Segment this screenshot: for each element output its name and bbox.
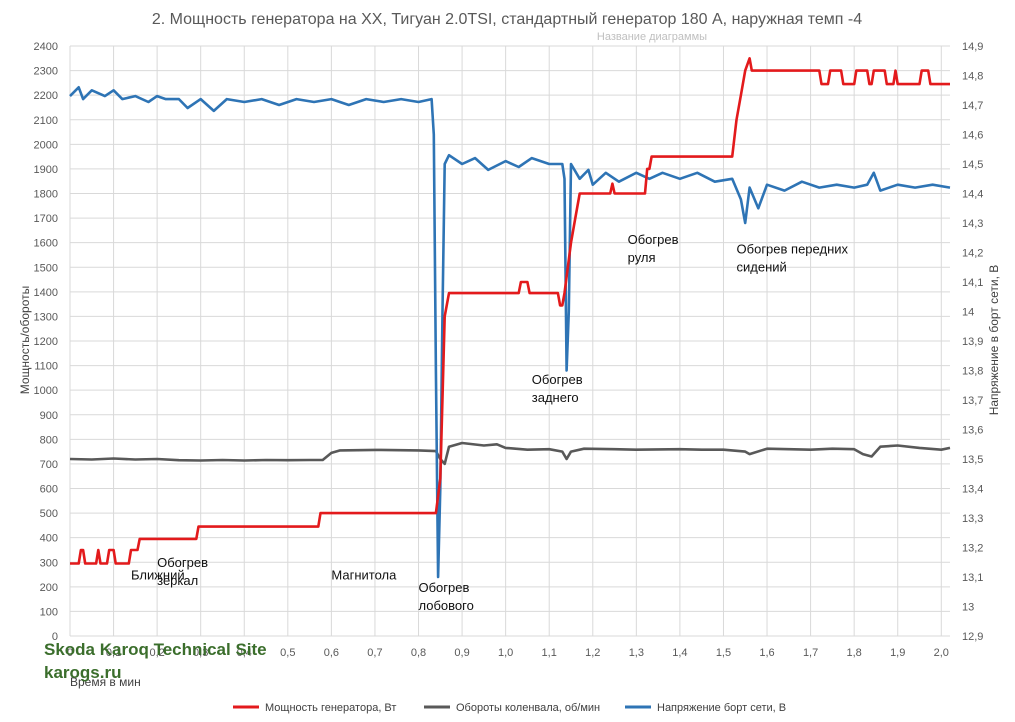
x-tick-label: 1,4 (672, 647, 687, 659)
y2-tick-label: 14,2 (962, 248, 983, 260)
x-tick-label: 0 (67, 647, 73, 659)
y-tick-label: 1300 (34, 311, 58, 323)
y2-tick-label: 14,6 (962, 130, 983, 142)
y2-tick-label: 13 (962, 602, 974, 614)
y-tick-label: 500 (40, 508, 58, 520)
y-tick-label: 1500 (34, 262, 58, 274)
x-tick-label: 0,7 (367, 647, 382, 659)
annotation-1: Обогрев зеркал (157, 555, 208, 588)
y2-tick-label: 14,7 (962, 100, 983, 112)
legend-label-1: Обороты коленвала, об/мин (456, 702, 600, 714)
chart-title: 2. Мощность генератора на ХХ, Тигуан 2.0… (152, 11, 862, 28)
y2-axis-ticks: 12,9 13 13,1 13,2 13,3 13,4 13,5 13,6 13,7 13,8 13… (962, 41, 983, 643)
y2-tick-label: 14,9 (962, 41, 983, 53)
y-tick-label: 2000 (34, 139, 58, 151)
y2-tick-label: 14,1 (962, 277, 983, 289)
y2-tick-label: 14,4 (962, 189, 983, 201)
y-tick-label: 1400 (34, 287, 58, 299)
y2-tick-label: 14,5 (962, 159, 983, 171)
y2-tick-label: 13,3 (962, 513, 983, 525)
legend-label-2: Напряжение борт сети, В (657, 702, 786, 714)
series-lines (69, 57, 951, 579)
y2-tick-label: 13,4 (962, 484, 983, 496)
annotation-0: Ближний (131, 567, 185, 582)
annotation-5: Обогрев руля (628, 232, 679, 265)
y2-tick-label: 13,5 (962, 454, 983, 466)
x-tick-label: 0,3 (193, 647, 208, 659)
y-tick-label: 200 (40, 582, 58, 594)
y-tick-label: 700 (40, 459, 58, 471)
y2-tick-label: 13,7 (962, 395, 983, 407)
x-tick-label: 2,0 (934, 647, 949, 659)
x-axis-title: Время в мин (70, 675, 141, 689)
watermark-line2: karogs.ru (44, 663, 121, 682)
x-tick-label: 1,2 (585, 647, 600, 659)
series-line-0 (70, 57, 950, 565)
x-tick-label: 0,2 (149, 647, 164, 659)
x-tick-label: 1,3 (629, 647, 644, 659)
y2-tick-label: 13,2 (962, 543, 983, 555)
y-tick-label: 400 (40, 533, 58, 545)
y-tick-label: 800 (40, 434, 58, 446)
gridlines (69, 45, 950, 637)
y-tick-label: 1000 (34, 385, 58, 397)
y-tick-label: 1200 (34, 336, 58, 348)
annotation-2: Магнитола (331, 567, 397, 582)
y-tick-label: 1800 (34, 189, 58, 201)
x-tick-label: 1,0 (498, 647, 513, 659)
y2-tick-label: 14,3 (962, 218, 983, 230)
y2-tick-label: 13,8 (962, 366, 983, 378)
y2-tick-label: 13,9 (962, 336, 983, 348)
x-tick-label: 1,8 (847, 647, 862, 659)
watermark-line1: Skoda Karoq Technical Site (44, 640, 267, 659)
y-tick-label: 2200 (34, 90, 58, 102)
series-line-2 (69, 86, 951, 579)
x-tick-label: 0,1 (106, 647, 121, 659)
x-tick-label: 1,6 (759, 647, 774, 659)
y2-axis-title: Напряжение в борт сети, В (987, 265, 1001, 416)
y-tick-label: 0 (52, 631, 58, 643)
y-tick-label: 2300 (34, 66, 58, 78)
x-tick-label: 0,5 (280, 647, 295, 659)
x-tick-label: 1,1 (542, 647, 557, 659)
x-tick-label: 1,7 (803, 647, 818, 659)
y-tick-label: 1900 (34, 164, 58, 176)
x-tick-label: 0,6 (324, 647, 339, 659)
x-tick-label: 1,5 (716, 647, 731, 659)
y-tick-label: 1100 (34, 361, 58, 373)
y-axis-title: Мощность/обороты (18, 286, 32, 395)
y2-tick-label: 12,9 (962, 631, 983, 643)
y-tick-label: 1600 (34, 238, 58, 250)
series-line-1 (69, 441, 951, 466)
y-tick-label: 900 (40, 410, 58, 422)
y2-tick-label: 13,1 (962, 572, 983, 584)
y-axis-ticks: 0 100 200 300 400 500 600 700 800 900 1000 1100 1200… (34, 41, 58, 643)
x-tick-label: 0,9 (454, 647, 469, 659)
y-tick-label: 2100 (34, 115, 58, 127)
legend: Мощность генератора, Вт Обороты коленвала… (233, 702, 786, 714)
y-tick-label: 2400 (34, 41, 58, 53)
y-tick-label: 300 (40, 557, 58, 569)
annotation-4: Обогрев заднего (532, 372, 583, 405)
legend-label-0: Мощность генератора, Вт (265, 702, 396, 714)
x-tick-label: 1,9 (890, 647, 905, 659)
y-tick-label: 1700 (34, 213, 58, 225)
y2-tick-label: 13,6 (962, 425, 983, 437)
annotation-6: Обогрев передних сидений (737, 242, 849, 275)
x-tick-label: 0,4 (237, 647, 252, 659)
y2-tick-label: 14 (962, 307, 974, 319)
x-tick-label: 0,8 (411, 647, 426, 659)
y2-tick-label: 14,8 (962, 71, 983, 83)
ghost-title: Название диаграммы (597, 31, 707, 43)
x-axis-ticks: 0 0,1 0,2 0,3 0,4 0,5 0,6 0,7 0,8 0,9 1,0 1,1 1,2 1,3… (67, 647, 949, 659)
y-tick-label: 600 (40, 484, 58, 496)
y-tick-label: 100 (40, 606, 58, 618)
annotation-3: Обогрев лобового (419, 580, 474, 613)
